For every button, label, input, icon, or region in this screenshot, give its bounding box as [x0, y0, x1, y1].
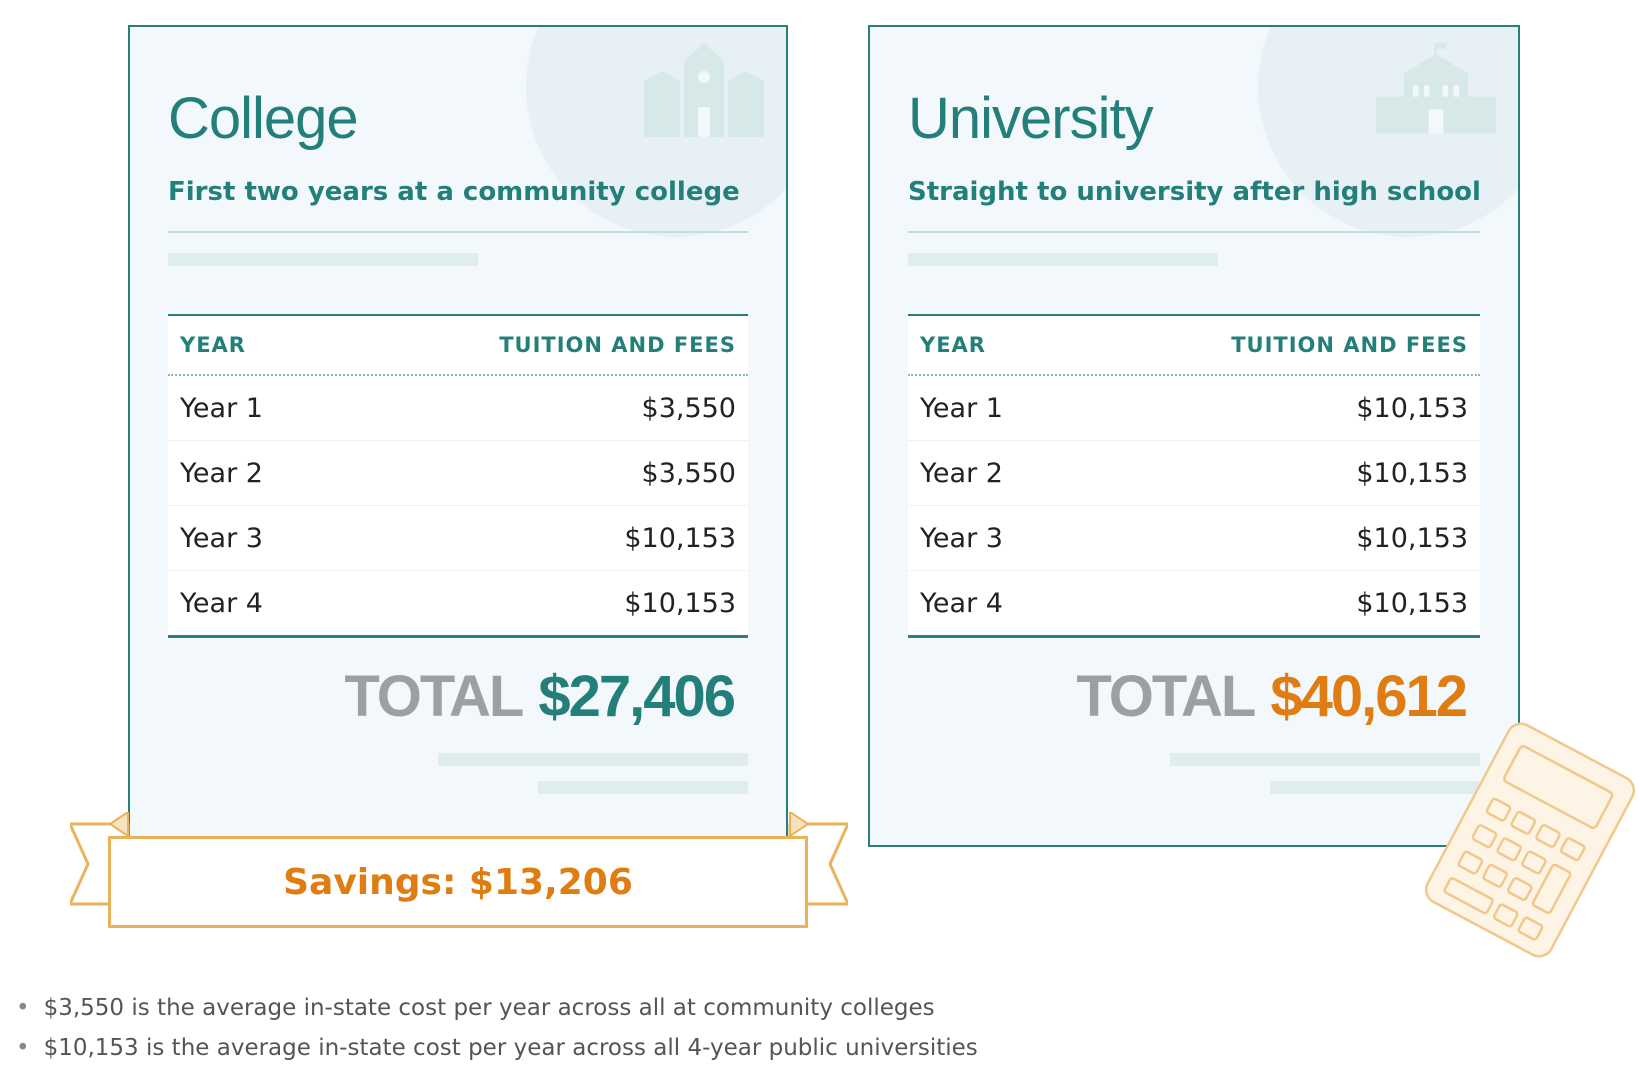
row-cost: $10,153	[624, 522, 736, 554]
row-cost: $10,153	[1356, 587, 1468, 619]
table-row: Year 2 $10,153	[908, 441, 1480, 506]
col-cost-header: TUITION AND FEES	[499, 333, 736, 357]
college-building-icon	[644, 43, 764, 137]
col-year-header: YEAR	[920, 333, 986, 357]
divider	[168, 231, 748, 233]
row-cost: $10,153	[624, 587, 736, 619]
row-cost: $10,153	[1356, 457, 1468, 489]
savings-banner: Savings: $13,206	[108, 836, 808, 928]
row-year: Year 3	[920, 522, 1003, 554]
university-building-icon	[1376, 43, 1496, 134]
savings-label: Savings: $13,206	[283, 861, 633, 903]
university-subtitle: Straight to university after high school	[908, 177, 1481, 207]
table-row: Year 3 $10,153	[168, 506, 748, 571]
row-cost: $10,153	[1356, 392, 1468, 424]
table-header: YEAR TUITION AND FEES	[168, 316, 748, 376]
footnote-item: $3,550 is the average in-state cost per …	[16, 988, 978, 1028]
placeholder-bar	[438, 753, 748, 766]
placeholder-bar	[1270, 781, 1480, 794]
row-cost: $3,550	[641, 392, 736, 424]
college-total: TOTAL $27,406	[344, 663, 736, 730]
calculator-icon	[1424, 722, 1636, 958]
college-card: College First two years at a community c…	[128, 25, 788, 845]
table-row: Year 1 $3,550	[168, 376, 748, 441]
university-title: University	[908, 86, 1154, 151]
placeholder-bar	[1170, 753, 1480, 766]
row-year: Year 3	[180, 522, 263, 554]
table-header: YEAR TUITION AND FEES	[908, 316, 1480, 376]
table-row: Year 4 $10,153	[168, 571, 748, 635]
table-row: Year 1 $10,153	[908, 376, 1480, 441]
divider	[908, 231, 1480, 233]
row-cost: $10,153	[1356, 522, 1468, 554]
row-year: Year 4	[920, 587, 1003, 619]
college-subtitle: First two years at a community college	[168, 177, 740, 207]
university-cost-table: YEAR TUITION AND FEES Year 1 $10,153 Yea…	[908, 314, 1480, 638]
footnotes: $3,550 is the average in-state cost per …	[16, 988, 978, 1068]
col-cost-header: TUITION AND FEES	[1231, 333, 1468, 357]
table-row: Year 2 $3,550	[168, 441, 748, 506]
footnote-item: $10,153 is the average in-state cost per…	[16, 1028, 978, 1068]
table-row: Year 3 $10,153	[908, 506, 1480, 571]
row-year: Year 1	[920, 392, 1003, 424]
row-cost: $3,550	[641, 457, 736, 489]
total-amount: $40,612	[1270, 664, 1468, 729]
college-cost-table: YEAR TUITION AND FEES Year 1 $3,550 Year…	[168, 314, 748, 638]
total-label: TOTAL	[344, 664, 524, 729]
university-total: TOTAL $40,612	[1076, 663, 1468, 730]
placeholder-bar	[168, 253, 478, 266]
placeholder-bar	[908, 253, 1218, 266]
total-label: TOTAL	[1076, 664, 1256, 729]
college-title: College	[168, 86, 359, 151]
table-row: Year 4 $10,153	[908, 571, 1480, 635]
row-year: Year 2	[920, 457, 1003, 489]
placeholder-bar	[538, 781, 748, 794]
university-card: University Straight to university after …	[868, 25, 1520, 847]
row-year: Year 2	[180, 457, 263, 489]
row-year: Year 1	[180, 392, 263, 424]
col-year-header: YEAR	[180, 333, 246, 357]
row-year: Year 4	[180, 587, 263, 619]
total-amount: $27,406	[538, 664, 736, 729]
